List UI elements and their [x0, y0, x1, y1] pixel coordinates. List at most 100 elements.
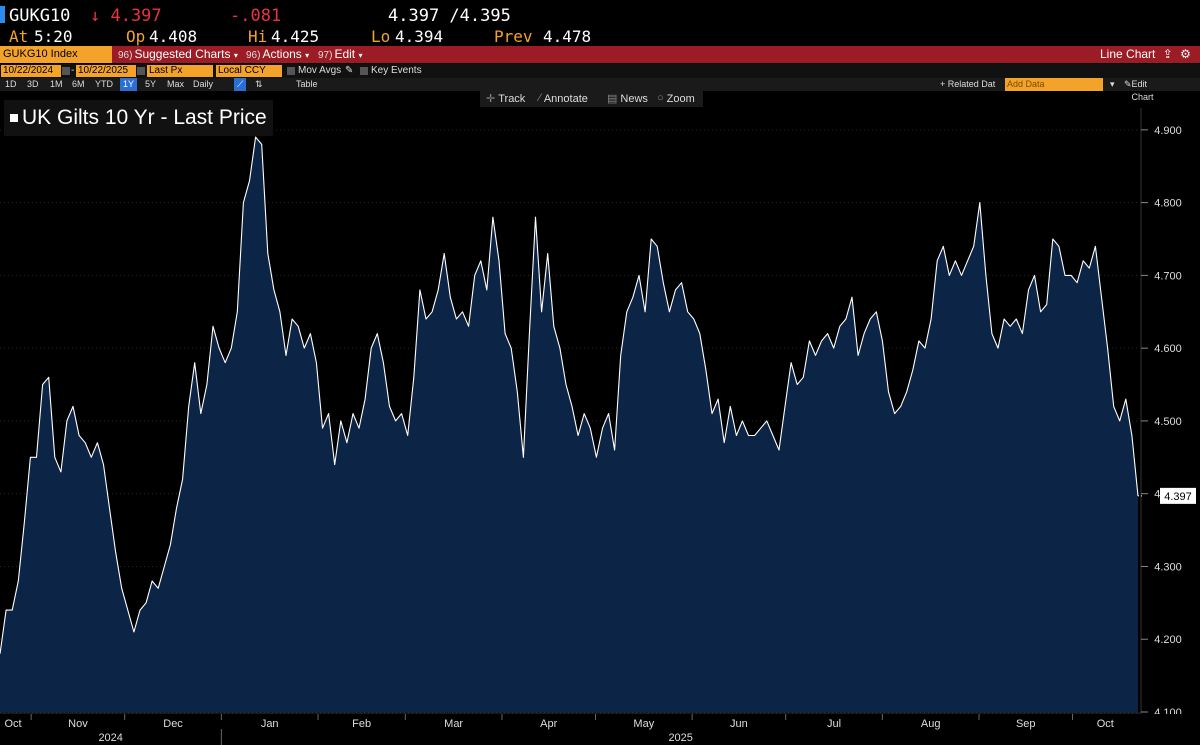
series-area — [0, 137, 1138, 713]
x-tick-label: Apr — [540, 718, 557, 730]
range-6m[interactable]: 6M — [72, 79, 85, 89]
caret-down-icon: ▾ — [305, 51, 310, 60]
add-data-input[interactable]: Add Data — [1005, 78, 1103, 91]
actions-number: 96) — [246, 50, 261, 61]
year-label: 2025 — [668, 732, 692, 744]
x-tick-label: Mar — [444, 718, 463, 730]
y-tick-label: 4.800 — [1154, 198, 1182, 210]
range-1y[interactable]: 1Y — [120, 78, 138, 91]
end-date-field[interactable]: 10/22/2025 — [76, 65, 136, 77]
chart-toolbar: ✛ Track ⁄ Annotate ▤ News ○ Zoom — [480, 91, 703, 107]
edit-number: 97) — [318, 50, 333, 61]
range-1d[interactable]: 1D — [5, 79, 17, 89]
actions-label: Actions — [262, 47, 302, 61]
table-button[interactable]: Table — [296, 79, 318, 89]
prev-label: Prev — [494, 27, 533, 46]
menu-bar: GUKG10 Index 96) Suggested Charts ▾ 96) Ac… — [0, 46, 1200, 63]
frequency-selector[interactable]: Daily — [193, 79, 214, 89]
field-selector[interactable]: Last Px — [147, 65, 213, 77]
x-tick-label: Jul — [827, 718, 841, 730]
key-events-label[interactable]: Key Events — [371, 65, 422, 76]
x-tick-label: Nov — [68, 718, 88, 730]
ticker-label: GUKG10 — [9, 6, 71, 26]
zoom-label: Zoom — [666, 93, 695, 105]
date-separator: - — [71, 65, 75, 76]
last-price: ↓ 4.397 — [90, 6, 162, 26]
legend-swatch — [10, 114, 18, 123]
annotate-label: Annotate — [543, 93, 588, 105]
security-marker — [0, 6, 5, 23]
y-tick-label: 4.200 — [1154, 634, 1182, 646]
news-button[interactable]: ▤ News — [607, 92, 648, 105]
series-line — [0, 136, 1139, 654]
sort-icon[interactable]: ⇅ — [255, 79, 263, 89]
chart-title: UK Gilts 10 Yr - Last Price — [4, 100, 273, 136]
track-button[interactable]: ✛ Track — [486, 92, 525, 105]
key-events-checkbox[interactable] — [360, 67, 368, 75]
edit-chart-label: Edit Chart — [1131, 79, 1154, 102]
open-label: Op — [126, 27, 146, 46]
edit-chart-button[interactable]: ✎ Edit Chart — [1124, 79, 1154, 102]
x-tick-label: Jan — [261, 718, 279, 730]
low-label: Lo — [371, 27, 391, 46]
last-value-box — [1160, 487, 1196, 504]
calendar-icon[interactable] — [62, 67, 70, 75]
suggested-charts-label: Suggested Charts — [134, 47, 231, 61]
caret-down-icon: ▾ — [233, 51, 238, 60]
year-label: 2024 — [98, 732, 122, 744]
y-tick-label: 4.600 — [1154, 343, 1182, 355]
pencil-icon[interactable]: ✎ — [345, 65, 354, 76]
start-date-field[interactable]: 10/22/2024 — [1, 65, 61, 77]
x-tick-label: Oct — [1097, 718, 1114, 730]
calendar-icon[interactable] — [137, 67, 145, 75]
y-tick-label: 4.900 — [1154, 125, 1182, 137]
y-axis-panel — [1140, 106, 1200, 722]
x-tick-label: Feb — [352, 718, 371, 730]
caret-down-icon[interactable]: ▾ — [1110, 79, 1115, 89]
range-3d[interactable]: 3D — [27, 79, 39, 89]
x-tick-label: Jun — [730, 718, 748, 730]
zoom-icon: ○ — [657, 92, 664, 104]
edit-menu[interactable]: 97) Edit ▾ — [318, 46, 363, 63]
line-style-icon[interactable]: ⟋ — [234, 78, 247, 91]
export-icon: ⇪ — [1162, 47, 1173, 61]
range-5y[interactable]: 5Y — [145, 79, 157, 89]
range-ytd[interactable]: YTD — [95, 79, 113, 89]
currency-selector[interactable]: Local CCY — [216, 65, 282, 77]
range-1m[interactable]: 1M — [50, 79, 63, 89]
y-tick-label: 4.500 — [1154, 416, 1182, 428]
edit-label: Edit — [334, 47, 356, 61]
suggested-charts-menu[interactable]: 96) Suggested Charts ▾ — [118, 46, 238, 63]
x-tick-label: Aug — [921, 718, 941, 730]
high-value: 4.425 — [271, 27, 320, 46]
chart-title-text: UK Gilts 10 Yr - Last Price — [22, 106, 267, 129]
zoom-button[interactable]: ○ Zoom — [657, 92, 695, 105]
prev-value: 4.478 — [543, 27, 592, 46]
range-bar: 1D 3D 1M 6M YTD 1Y 5Y Max Daily ⟋ ⇅ Tabl… — [0, 78, 1200, 102]
last-value-label: 4.397 — [1164, 491, 1192, 503]
annotate-icon: ⁄ — [539, 92, 541, 104]
settings-icon[interactable]: ⚙ — [1180, 47, 1191, 61]
x-tick-label: May — [633, 718, 654, 730]
net-change: -.081 — [230, 6, 282, 26]
mov-avgs-label[interactable]: Mov Avgs — [298, 65, 342, 76]
x-tick-label: Oct — [4, 718, 21, 730]
chart-type-label: Line Chart — [1100, 47, 1156, 61]
related-data-button[interactable]: + Related Dat — [940, 79, 996, 89]
at-value: 5:20 — [34, 27, 73, 46]
security-field[interactable]: GUKG10 Index — [0, 46, 112, 63]
actions-menu[interactable]: 96) Actions ▾ — [246, 46, 309, 63]
quote-stats: At 5:20 Op 4.408 Hi 4.425 Lo 4.394 Prev … — [0, 27, 1200, 46]
crosshair-icon: ✛ — [486, 93, 496, 105]
low-value: 4.394 — [395, 27, 444, 46]
chart-type-menu[interactable]: Line Chart ⇪ ⚙ — [1100, 46, 1191, 63]
annotate-button[interactable]: ⁄ Annotate — [539, 92, 588, 105]
x-tick-label: Sep — [1016, 718, 1036, 730]
range-max[interactable]: Max — [167, 79, 185, 89]
open-value: 4.408 — [149, 27, 198, 46]
track-label: Track — [498, 93, 526, 105]
quote-header: GUKG10 ↓ 4.397 -.081 4.397 /4.395 — [0, 0, 1200, 28]
mov-avgs-checkbox[interactable] — [287, 67, 295, 75]
suggested-charts-number: 96) — [118, 50, 133, 61]
